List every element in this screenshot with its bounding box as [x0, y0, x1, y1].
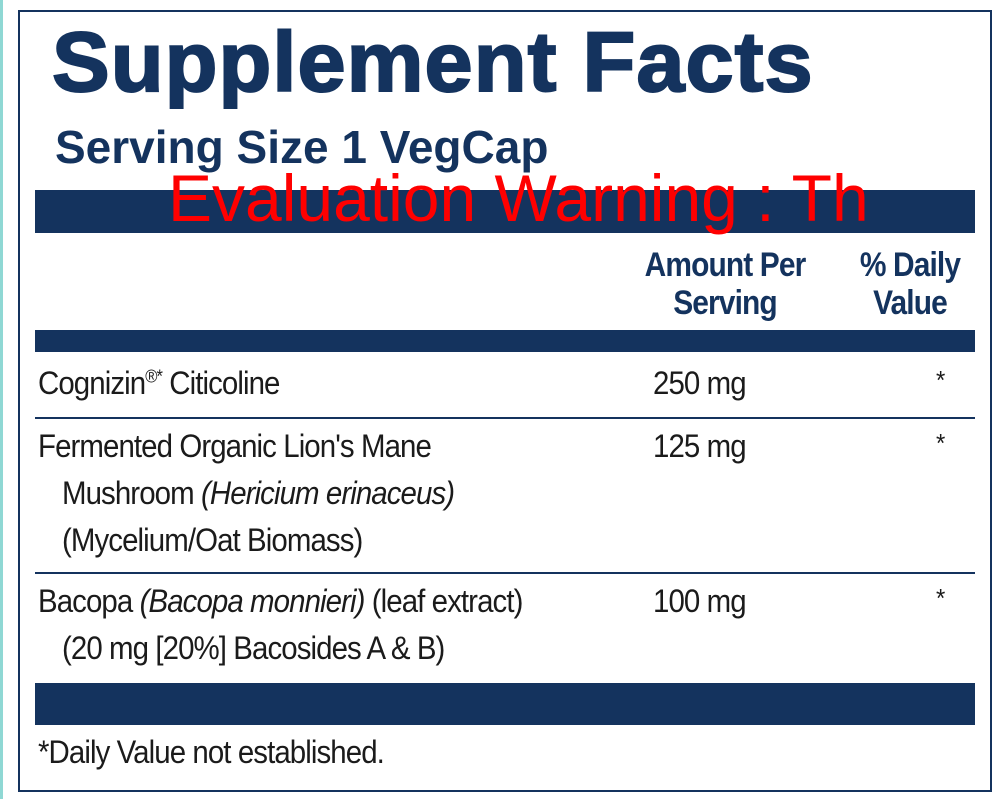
- ingredient-name: (20 mg [20%] Bacosides A & B): [62, 630, 445, 666]
- row-rule: [35, 572, 975, 574]
- row-rule: [35, 417, 975, 419]
- column-header: % Daily Value: [844, 246, 976, 322]
- amount: 100 mg: [653, 583, 747, 619]
- name-part: (leaf extract): [371, 583, 524, 619]
- daily-value: *: [936, 428, 945, 458]
- name-part: Bacopa: [38, 583, 133, 619]
- amount: 250 mg: [653, 365, 747, 401]
- column-header-line: Value: [873, 284, 948, 322]
- daily-value: *: [936, 583, 945, 613]
- header-bar: [35, 190, 975, 233]
- column-header-line: Serving: [673, 284, 777, 322]
- label-frame: [18, 10, 992, 792]
- superscript: ®*: [145, 366, 163, 387]
- title: Supplement Facts: [51, 14, 814, 110]
- thin-bar: [35, 330, 975, 352]
- ingredient-name: Cognizin®* Citicoline: [38, 365, 280, 402]
- name-part: Mushroom: [62, 475, 195, 511]
- serving-size: Serving Size 1 VegCap: [55, 121, 549, 173]
- name-part: Cognizin: [38, 365, 146, 401]
- amount: 125 mg: [653, 428, 747, 464]
- watermark: Evaluation Warning : Th: [168, 161, 869, 235]
- ingredient-name: Bacopa (Bacopa monnieri) (leaf extract): [38, 583, 524, 620]
- latin-name: (Hericium erinaceus): [200, 475, 455, 511]
- ingredient-name: (Mycelium/Oat Biomass): [62, 522, 363, 558]
- side-line: [0, 0, 3, 799]
- ingredient-name: Fermented Organic Lion's Mane: [38, 428, 432, 464]
- footer-bar: [35, 683, 975, 725]
- ingredient-name: Mushroom (Hericium erinaceus): [62, 475, 455, 512]
- column-header-line: % Daily: [859, 246, 961, 284]
- latin-name: (Bacopa monnieri): [139, 583, 366, 619]
- footnote: *Daily Value not established.: [38, 734, 385, 770]
- column-header-line: Amount Per: [644, 246, 807, 284]
- daily-value: *: [936, 365, 945, 395]
- name-part: Citicoline: [169, 365, 280, 401]
- column-header: Amount Per Serving: [628, 246, 822, 322]
